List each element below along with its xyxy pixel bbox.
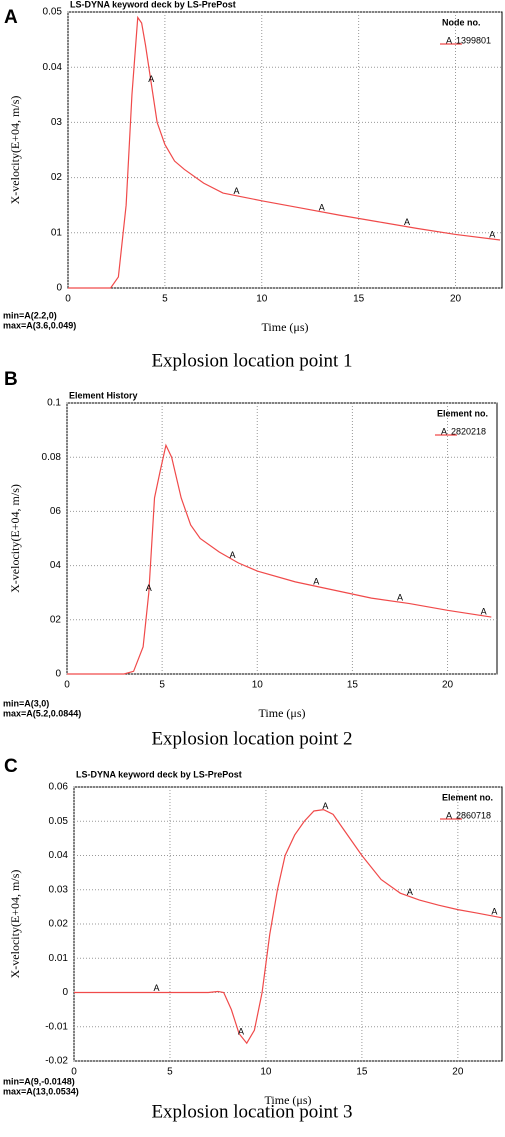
curve-marker: A [322,801,328,811]
y-tick-label: 0.02 [49,919,69,930]
legend-entry: 2860718 [456,810,491,820]
y-tick-label: 01 [51,227,63,238]
series-line [68,15,501,289]
x-tick-label: 15 [356,1067,368,1078]
plot-area [67,11,503,289]
curve-marker: A [154,983,160,993]
annotation: min=A(9,-0.0148) [3,1076,75,1086]
x-axis-label: Time (μs) [265,1093,312,1107]
curve-marker: A [313,577,319,587]
chart-title: Element History [69,390,138,400]
y-tick-label: 0.04 [49,850,69,861]
chart-panel: B Element History 0 02 04 06 0.08 0.1 0 5 10 15 20 Ti… [3,369,498,749]
x-tick-label: 10 [260,1067,272,1078]
y-tick-label: 0.1 [47,398,61,409]
legend-entry: 2820218 [451,426,486,436]
curve-marker: A [397,593,403,603]
caption: Explosion location point 2 [151,728,352,749]
y-tick-label: 0.03 [49,884,69,895]
x-tick-label: 15 [347,680,359,691]
legend-title: Element no. [442,792,493,802]
curve-marker: A [481,606,487,616]
x-tick-label: 5 [167,1067,173,1078]
curve-marker: A [404,217,410,227]
y-tick-label: 02 [51,172,63,183]
y-tick-label: -0.02 [45,1056,68,1067]
caption: Explosion location point 1 [151,350,352,371]
y-tick-label: 0 [55,669,61,680]
annotation: max=A(5.2,0.0844) [3,708,81,718]
y-tick-label: 06 [50,506,62,517]
y-tick-label: 0.05 [49,816,69,827]
y-tick-label: 02 [50,614,62,625]
caption: Explosion location point 3 [151,1101,352,1122]
y-axis-label: X-velocity(E+04, m/s) [8,484,22,593]
curve-marker: A [230,550,236,560]
legend-marker: A [446,35,452,45]
panel-label: B [4,369,18,390]
chart-panel: ALS-DYNA keyword deck by LS-PrePost00102… [3,0,503,371]
curve-marker: A [146,583,152,593]
curve-marker: A [238,1026,244,1036]
y-tick-label: -0.01 [45,1021,68,1032]
legend-title: Element no. [437,408,488,418]
curve-marker: A [148,74,154,84]
x-axis-label: Time (μs) [259,706,306,720]
y-tick-label: 0 [62,987,68,998]
x-tick-label: 5 [162,294,168,305]
x-tick-label: 0 [64,680,70,691]
x-tick-label: 20 [452,1067,464,1078]
x-tick-label: 5 [159,680,165,691]
y-tick-label: 0.06 [49,782,69,793]
y-tick-label: 0 [56,283,62,294]
y-axis-label: X-velocity(E+04, m/s) [8,96,22,205]
x-tick-label: 0 [65,294,71,305]
y-tick-label: 0.05 [43,7,63,18]
legend-entry: 1399801 [456,35,491,45]
y-axis-label: X-velocity(E+04, m/s) [8,870,22,979]
y-tick-label: 0.01 [49,953,69,964]
legend-marker: A [441,426,447,436]
x-axis-label: Time (μs) [262,320,309,334]
curve-marker: A [407,887,413,897]
curve-marker: A [234,186,240,196]
x-tick-label: 0 [71,1067,77,1078]
legend-marker: A [446,810,452,820]
annotation: max=A(3.6,0.049) [3,320,76,330]
annotation: min=A(2.2,0) [3,310,57,320]
panel-label: C [4,756,18,777]
y-tick-label: 03 [51,117,63,128]
annotation: min=A(3,0) [3,698,49,708]
x-tick-label: 20 [442,680,454,691]
y-tick-label: 0.04 [43,62,63,73]
y-tick-label: 0.08 [42,452,62,463]
x-tick-label: 10 [256,294,268,305]
chart-panel: C LS-DYNA keyword deck by LS-PrePost -0.02… [3,756,503,1122]
curve-marker: A [491,907,497,917]
chart-title: LS-DYNA keyword deck by LS-PrePost [76,769,242,779]
series-line [67,443,492,675]
curve-marker: A [319,202,325,212]
plot-area [66,402,498,675]
panel-label: A [4,7,18,28]
x-tick-label: 10 [252,680,264,691]
curve-marker: A [489,229,495,239]
x-tick-label: 15 [353,294,365,305]
legend-title: Node no. [442,17,481,27]
series-line [74,808,503,1045]
annotation: max=A(13,0.0534) [3,1086,79,1096]
chart-title: LS-DYNA keyword deck by LS-PrePost [70,0,236,9]
x-tick-label: 20 [450,294,462,305]
y-tick-label: 04 [50,560,62,571]
